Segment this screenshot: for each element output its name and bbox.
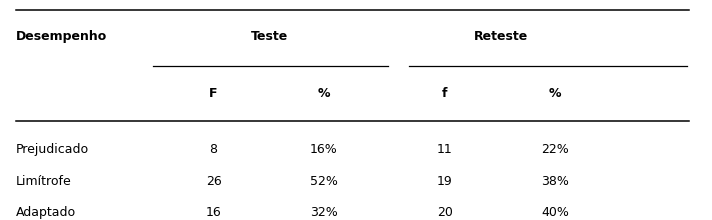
- Text: Reteste: Reteste: [473, 30, 528, 43]
- Text: 20: 20: [437, 206, 453, 220]
- Text: 16: 16: [206, 206, 221, 220]
- Text: Limítrofe: Limítrofe: [16, 175, 71, 188]
- Text: 40%: 40%: [541, 206, 570, 220]
- Text: f: f: [442, 87, 448, 100]
- Text: 11: 11: [437, 143, 453, 156]
- Text: 32%: 32%: [310, 206, 337, 220]
- Text: 8: 8: [209, 143, 218, 156]
- Text: F: F: [209, 87, 218, 100]
- Text: %: %: [549, 87, 562, 100]
- Text: %: %: [318, 87, 330, 100]
- Text: 16%: 16%: [310, 143, 337, 156]
- Text: 38%: 38%: [541, 175, 570, 188]
- Text: Adaptado: Adaptado: [16, 206, 75, 220]
- Text: 22%: 22%: [542, 143, 569, 156]
- Text: 19: 19: [437, 175, 453, 188]
- Text: Teste: Teste: [251, 30, 288, 43]
- Text: Prejudicado: Prejudicado: [16, 143, 89, 156]
- Text: 26: 26: [206, 175, 221, 188]
- Text: Desempenho: Desempenho: [16, 30, 107, 43]
- Text: 52%: 52%: [310, 175, 338, 188]
